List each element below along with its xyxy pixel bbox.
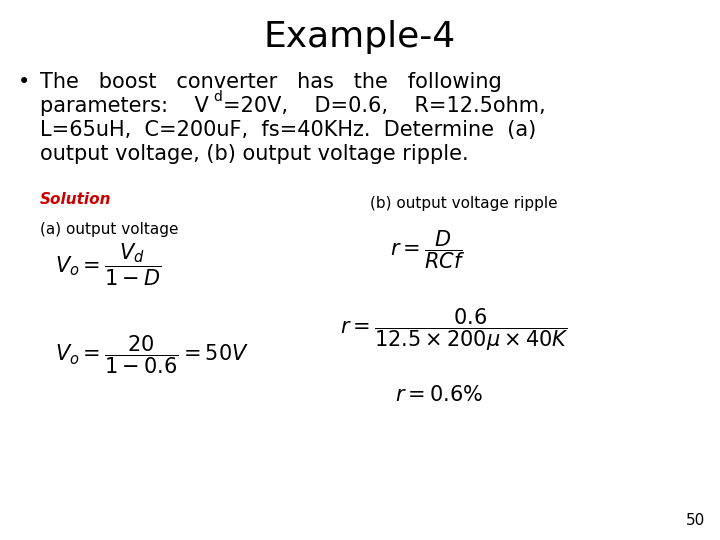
Text: $V_o = \dfrac{20}{1-0.6} = 50V$: $V_o = \dfrac{20}{1-0.6} = 50V$ bbox=[55, 334, 249, 376]
Text: L=65uH,  C=200uF,  fs=40KHz.  Determine  (a): L=65uH, C=200uF, fs=40KHz. Determine (a) bbox=[40, 120, 536, 140]
Text: 50: 50 bbox=[685, 513, 705, 528]
Text: d: d bbox=[213, 90, 222, 104]
Text: parameters:    V: parameters: V bbox=[40, 96, 209, 116]
Text: $r = \dfrac{0.6}{12.5 \times 200\mu \times 40K}$: $r = \dfrac{0.6}{12.5 \times 200\mu \tim… bbox=[340, 307, 569, 353]
Text: (a) output voltage: (a) output voltage bbox=[40, 222, 179, 237]
Text: Solution: Solution bbox=[40, 192, 112, 207]
Text: output voltage, (b) output voltage ripple.: output voltage, (b) output voltage rippl… bbox=[40, 144, 469, 164]
Text: Example-4: Example-4 bbox=[264, 20, 456, 54]
Text: $r = 0.6\%$: $r = 0.6\%$ bbox=[395, 385, 483, 405]
Text: •: • bbox=[18, 72, 30, 92]
Text: The   boost   converter   has   the   following: The boost converter has the following bbox=[40, 72, 502, 92]
Text: =20V,    D=0.6,    R=12.5ohm,: =20V, D=0.6, R=12.5ohm, bbox=[223, 96, 546, 116]
Text: $V_o = \dfrac{V_d}{1-D}$: $V_o = \dfrac{V_d}{1-D}$ bbox=[55, 242, 161, 288]
Text: (b) output voltage ripple: (b) output voltage ripple bbox=[370, 196, 557, 211]
Text: $r = \dfrac{D}{RCf}$: $r = \dfrac{D}{RCf}$ bbox=[390, 229, 465, 271]
